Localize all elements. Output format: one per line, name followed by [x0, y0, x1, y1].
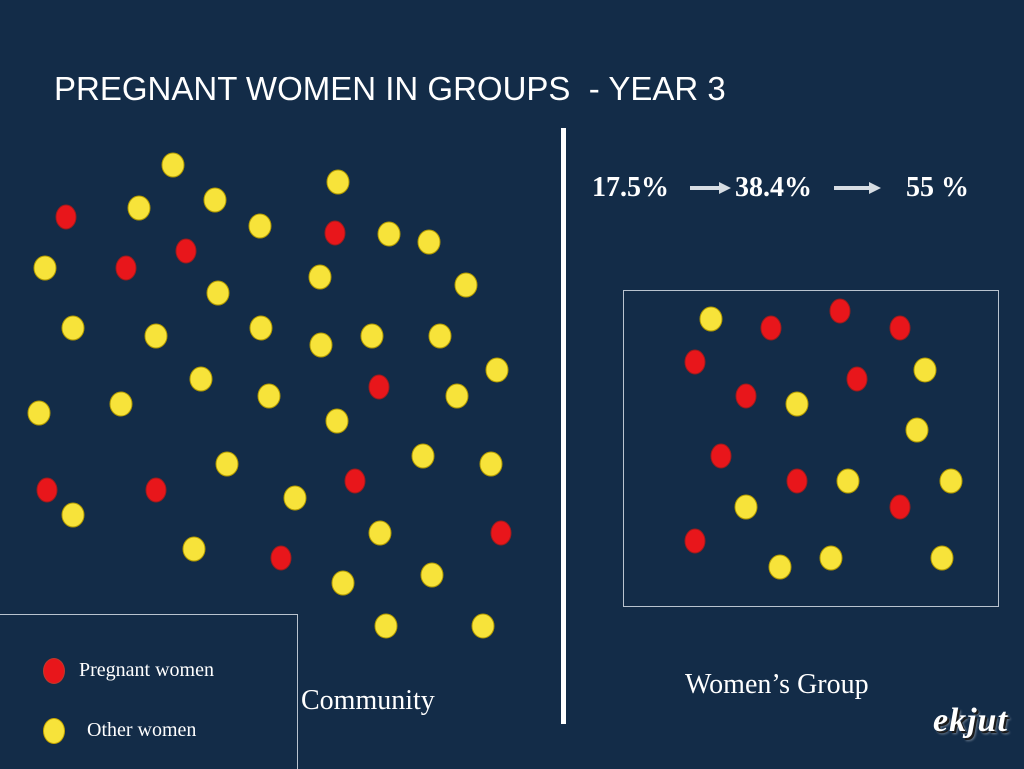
- group-pregnant-dot: [786, 468, 808, 494]
- community-other-dot: [471, 613, 495, 639]
- community-pregnant-dot: [36, 477, 58, 503]
- community-other-dot: [203, 187, 227, 213]
- other-legend-label: Other women: [87, 719, 197, 741]
- group-other-dot: [836, 468, 860, 494]
- community-pregnant-dot: [368, 374, 390, 400]
- community-other-dot: [61, 315, 85, 341]
- group-pregnant-dot: [889, 315, 911, 341]
- community-other-dot: [377, 221, 401, 247]
- right-arrow-icon: [690, 182, 731, 194]
- stat-value-3: 55 %: [906, 172, 969, 203]
- group-caption: Women’s Group: [685, 669, 869, 700]
- group-other-dot: [699, 306, 723, 332]
- community-other-dot: [61, 502, 85, 528]
- section-divider: [561, 128, 566, 724]
- group-pregnant-dot: [829, 298, 851, 324]
- community-pregnant-dot: [324, 220, 346, 246]
- stat-value-1: 17.5%: [592, 172, 669, 203]
- group-pregnant-dot: [846, 366, 868, 392]
- group-pregnant-dot: [760, 315, 782, 341]
- pregnant-legend-swatch: [43, 658, 65, 684]
- community-other-dot: [249, 315, 273, 341]
- community-pregnant-dot: [344, 468, 366, 494]
- legend-box: [0, 614, 298, 769]
- community-other-dot: [109, 391, 133, 417]
- community-other-dot: [308, 264, 332, 290]
- community-other-dot: [161, 152, 185, 178]
- community-other-dot: [309, 332, 333, 358]
- slide-title: PREGNANT WOMEN IN GROUPS - YEAR 3: [54, 70, 726, 107]
- community-other-dot: [325, 408, 349, 434]
- community-other-dot: [144, 323, 168, 349]
- community-pregnant-dot: [270, 545, 292, 571]
- community-other-dot: [215, 451, 239, 477]
- community-caption: Community: [301, 685, 435, 716]
- community-other-dot: [368, 520, 392, 546]
- ekjut-logo: ekjut: [933, 702, 1008, 739]
- community-other-dot: [182, 536, 206, 562]
- community-other-dot: [360, 323, 384, 349]
- community-pregnant-dot: [55, 204, 77, 230]
- community-other-dot: [248, 213, 272, 239]
- community-other-dot: [445, 383, 469, 409]
- group-other-dot: [905, 417, 929, 443]
- community-other-dot: [257, 383, 281, 409]
- community-other-dot: [206, 280, 230, 306]
- group-other-dot: [734, 494, 758, 520]
- group-other-dot: [930, 545, 954, 571]
- community-other-dot: [331, 570, 355, 596]
- group-other-dot: [939, 468, 963, 494]
- community-other-dot: [283, 485, 307, 511]
- community-other-dot: [454, 272, 478, 298]
- community-other-dot: [420, 562, 444, 588]
- community-other-dot: [27, 400, 51, 426]
- community-other-dot: [189, 366, 213, 392]
- community-other-dot: [33, 255, 57, 281]
- community-pregnant-dot: [145, 477, 167, 503]
- group-other-dot: [785, 391, 809, 417]
- community-other-dot: [479, 451, 503, 477]
- stat-value-2: 38.4%: [735, 172, 812, 203]
- community-other-dot: [485, 357, 509, 383]
- group-other-dot: [768, 554, 792, 580]
- group-pregnant-dot: [710, 443, 732, 469]
- right-arrow-icon: [834, 182, 881, 194]
- community-pregnant-dot: [175, 238, 197, 264]
- community-other-dot: [411, 443, 435, 469]
- other-legend-swatch: [43, 718, 65, 744]
- community-other-dot: [127, 195, 151, 221]
- group-pregnant-dot: [684, 528, 706, 554]
- pregnant-legend-label: Pregnant women: [79, 659, 214, 681]
- group-pregnant-dot: [735, 383, 757, 409]
- womens-group-box: [623, 290, 999, 607]
- community-other-dot: [428, 323, 452, 349]
- community-other-dot: [374, 613, 398, 639]
- group-pregnant-dot: [889, 494, 911, 520]
- group-other-dot: [819, 545, 843, 571]
- group-other-dot: [913, 357, 937, 383]
- group-pregnant-dot: [684, 349, 706, 375]
- community-other-dot: [326, 169, 350, 195]
- community-pregnant-dot: [490, 520, 512, 546]
- community-pregnant-dot: [115, 255, 137, 281]
- community-other-dot: [417, 229, 441, 255]
